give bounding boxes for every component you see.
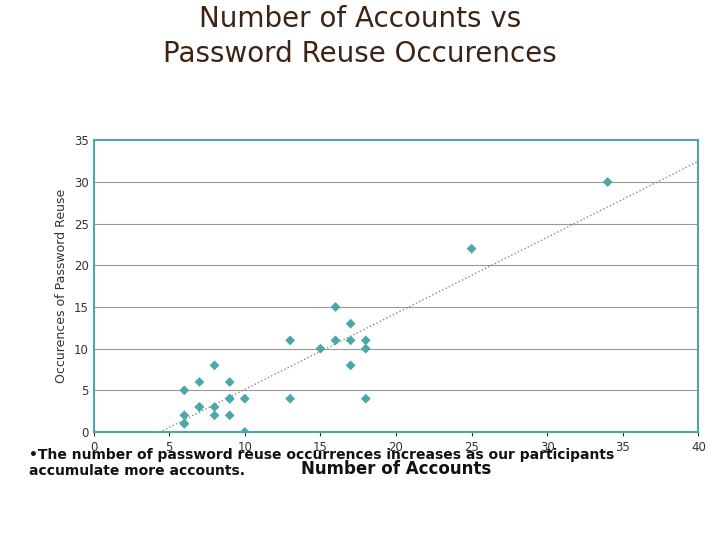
Point xyxy=(360,394,372,403)
Text: Number of Accounts vs
Password Reuse Occurences: Number of Accounts vs Password Reuse Occ… xyxy=(163,5,557,68)
Point xyxy=(179,411,190,420)
Point xyxy=(224,411,235,420)
Point xyxy=(602,178,613,186)
Point xyxy=(345,319,356,328)
Point xyxy=(284,394,296,403)
Point xyxy=(239,394,251,403)
Point xyxy=(466,245,477,253)
Point xyxy=(209,361,220,370)
Point xyxy=(239,428,251,436)
X-axis label: Number of Accounts: Number of Accounts xyxy=(301,460,491,477)
Point xyxy=(224,394,235,403)
Point xyxy=(360,345,372,353)
Point xyxy=(179,386,190,395)
Text: •The number of password reuse occurrences increases as our participants
accumula: •The number of password reuse occurrence… xyxy=(29,448,614,478)
Point xyxy=(194,403,205,411)
Point xyxy=(360,336,372,345)
Point xyxy=(330,303,341,312)
Point xyxy=(209,403,220,411)
Point xyxy=(179,420,190,428)
Point xyxy=(194,377,205,386)
Point xyxy=(345,336,356,345)
Point xyxy=(315,345,326,353)
Point xyxy=(209,411,220,420)
Point xyxy=(179,420,190,428)
Point xyxy=(284,336,296,345)
Y-axis label: Occurences of Password Reuse: Occurences of Password Reuse xyxy=(55,189,68,383)
Point xyxy=(194,403,205,411)
Point xyxy=(224,377,235,386)
Point xyxy=(345,361,356,370)
Point xyxy=(224,394,235,403)
Point xyxy=(330,336,341,345)
